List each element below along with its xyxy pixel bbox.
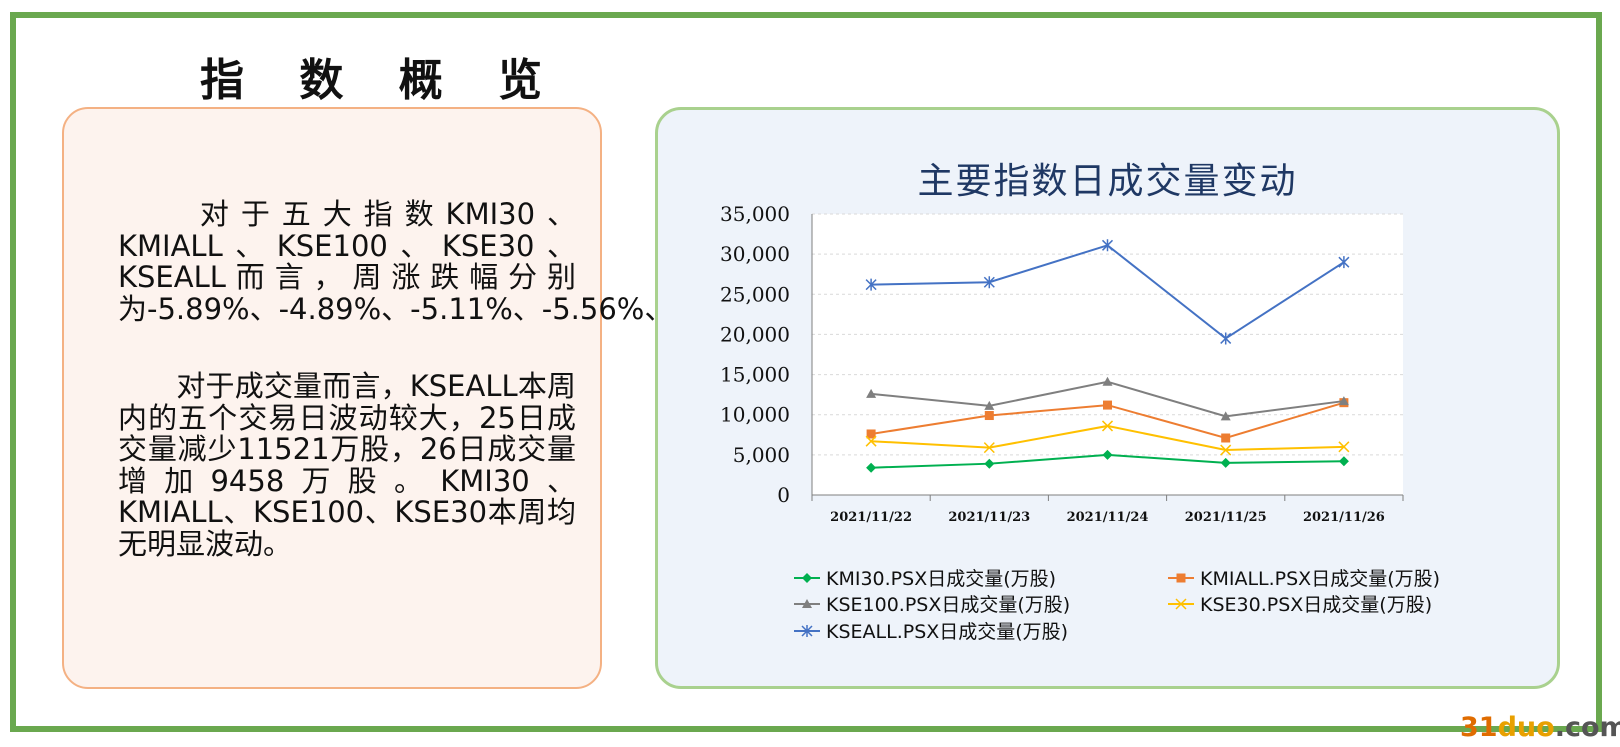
watermark-domain: .com xyxy=(1554,712,1620,743)
data-point xyxy=(983,442,995,454)
summary-paragraph-1: 对于五大指数KMI30、KMIALL、KSE100、KSE30、KSEALL而言… xyxy=(118,197,805,326)
data-point xyxy=(1338,256,1350,269)
data-point xyxy=(1220,332,1232,345)
y-tick-label: 5,000 xyxy=(733,443,790,467)
data-point xyxy=(1220,457,1231,468)
y-tick-label: 30,000 xyxy=(720,242,790,266)
chart-panel: 主要指数日成交量变动 0 5,000 10,000 15,000 20,000 25,00… xyxy=(655,107,1560,689)
watermark-number: 31 xyxy=(1460,712,1498,743)
legend-label: KMI30.PSX日成交量(万股) xyxy=(826,568,1056,590)
x-tick-label: 2021/11/25 xyxy=(1185,510,1267,525)
legend-marker xyxy=(1176,573,1186,583)
y-tick-label: 20,000 xyxy=(720,322,790,346)
data-point xyxy=(1220,411,1231,421)
y-tick-label: 10,000 xyxy=(720,403,790,427)
watermark-text: duo xyxy=(1497,712,1555,743)
data-point xyxy=(1220,444,1232,456)
data-point xyxy=(866,429,876,439)
legend-label: KSE100.PSX日成交量(万股) xyxy=(826,594,1070,616)
data-point xyxy=(1101,239,1114,252)
data-point xyxy=(1102,376,1113,386)
x-tick-label: 2021/11/23 xyxy=(948,510,1030,525)
legend-label: KSE30.PSX日成交量(万股) xyxy=(1200,594,1432,616)
data-point xyxy=(984,411,994,421)
data-point xyxy=(866,462,877,473)
page-frame xyxy=(10,12,1602,732)
data-point xyxy=(1102,449,1113,460)
chart-title: 主要指数日成交量变动 xyxy=(917,161,1298,202)
data-point xyxy=(1338,441,1350,453)
y-tick-label: 25,000 xyxy=(720,282,790,306)
data-point xyxy=(984,400,995,410)
data-point xyxy=(983,276,995,289)
data-point xyxy=(1101,420,1114,432)
x-tick-label: 2021/11/24 xyxy=(1067,510,1149,525)
data-point xyxy=(1338,396,1349,406)
watermark-logo: 31duo.com xyxy=(1460,712,1620,743)
legend-marker xyxy=(1175,598,1187,610)
data-point xyxy=(1338,456,1349,467)
x-tick-label: 2021/11/22 xyxy=(830,510,912,525)
legend-marker xyxy=(801,625,813,637)
legend-marker xyxy=(802,573,812,583)
y-tick-label: 35,000 xyxy=(720,202,790,226)
y-tick-label: 15,000 xyxy=(720,363,790,387)
data-point xyxy=(865,278,877,291)
volume-line-chart: 0 5,000 10,000 15,000 20,000 25,000 30,000 35,0… xyxy=(720,202,1440,643)
data-point xyxy=(865,435,877,447)
legend-label: KSEALL.PSX日成交量(万股) xyxy=(826,621,1068,643)
y-tick-label: 0 xyxy=(777,483,790,507)
page-title: 指 数 概 览 xyxy=(200,55,562,106)
data-point xyxy=(984,458,995,469)
summary-text-panel: 对于五大指数KMI30、KMIALL、KSE100、KSE30、KSEALL而言… xyxy=(62,107,805,689)
data-point xyxy=(1103,400,1112,410)
data-point xyxy=(866,388,877,398)
data-point xyxy=(1221,433,1231,443)
legend-label: KMIALL.PSX日成交量(万股) xyxy=(1200,568,1440,590)
x-tick-label: 2021/11/26 xyxy=(1303,510,1385,525)
summary-paragraph-2: 对于成交量而言，KSEALL本周内的五个交易日波动较大，25日成交量减少1152… xyxy=(118,369,576,561)
legend-marker xyxy=(802,599,812,608)
